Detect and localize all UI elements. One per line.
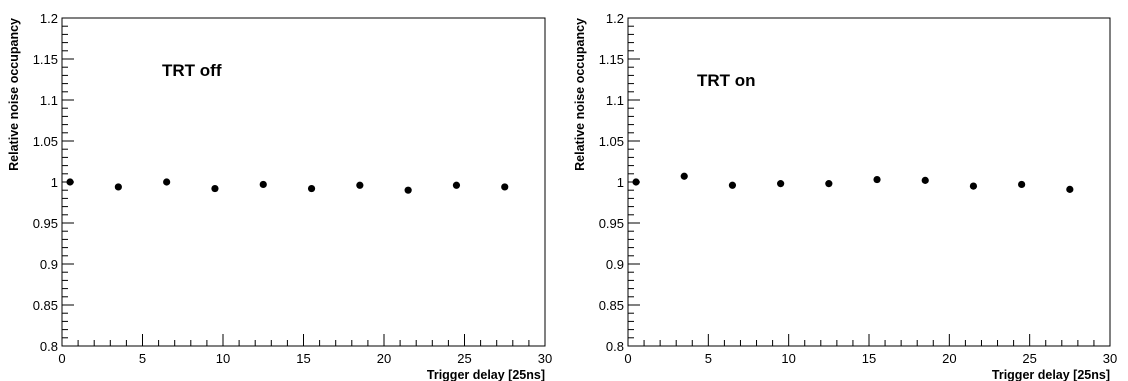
y-tick-label: 1.2 (606, 11, 624, 26)
y-tick-label: 1 (51, 175, 58, 190)
data-point (307, 184, 316, 193)
data-point (114, 183, 122, 191)
plot-frame (61, 17, 546, 347)
y-axis-title: Relative noise occupancy (7, 18, 21, 171)
x-tick-label: 5 (139, 351, 146, 366)
y-tick-label: 0.85 (33, 298, 58, 313)
data-point (777, 180, 785, 188)
x-tick-label: 20 (942, 351, 956, 366)
data-point (211, 184, 219, 193)
x-tick-label: 15 (296, 351, 310, 366)
y-tick-label: 0.9 (606, 257, 624, 272)
data-point (632, 178, 640, 186)
x-axis-title: Trigger delay [25ns] (992, 368, 1110, 381)
data-point (921, 176, 929, 184)
data-point (501, 183, 509, 191)
y-tick-label: 1.15 (599, 52, 624, 67)
y-tick-label: 1.15 (33, 52, 58, 67)
panel-trt-off: 0 5 10 15 20 25 30 0.8 0.85 0.9 0.95 1 1.05 1.1 1.15 1.… (7, 11, 552, 381)
x-tick-label: 25 (457, 351, 471, 366)
y-tick-label: 0.8 (606, 339, 624, 354)
x-axis-title: Trigger delay [25ns] (427, 368, 545, 381)
x-tick-label: 5 (705, 351, 712, 366)
x-tick-label: 30 (1103, 351, 1117, 366)
data-point (452, 181, 461, 189)
data-point (1066, 185, 1074, 193)
x-tick-label: 20 (377, 351, 391, 366)
x-tick-label: 25 (1022, 351, 1036, 366)
x-tick-label: 30 (538, 351, 552, 366)
data-point (873, 175, 881, 184)
y-tick-label: 0.95 (33, 216, 58, 231)
x-tick-label: 15 (862, 351, 876, 366)
data-point (728, 181, 737, 189)
x-tick-label: 10 (216, 351, 230, 366)
panel-annotation: TRT on (697, 71, 756, 90)
data-point (680, 172, 688, 180)
y-tick-label: 1.1 (606, 93, 624, 108)
x-tick-label: 0 (58, 351, 65, 366)
data-point (259, 180, 267, 189)
x-tick-label: 10 (781, 351, 795, 366)
y-tick-label: 1.05 (33, 134, 58, 149)
x-tick-label: 0 (624, 351, 631, 366)
y-tick-label: 1.1 (40, 93, 58, 108)
y-tick-label: 1.2 (40, 11, 58, 26)
data-point (356, 181, 364, 189)
panel-trt-on: 0 5 10 15 20 25 30 0.8 0.85 0.9 0.95 1 1.05 1.1 1.15 1.… (573, 11, 1117, 381)
panel-annotation: TRT off (162, 61, 222, 80)
data-point (825, 180, 833, 188)
y-tick-label: 0.8 (40, 339, 58, 354)
y-axis-title: Relative noise occupancy (573, 18, 587, 171)
data-point (66, 178, 74, 186)
y-tick-label: 0.85 (599, 298, 624, 313)
data-point (404, 186, 412, 194)
y-tick-label: 0.9 (40, 257, 58, 272)
y-tick-label: 1.05 (599, 134, 624, 149)
y-tick-label: 1 (617, 175, 624, 190)
data-point (163, 178, 171, 186)
data-point (1018, 180, 1026, 189)
data-point (969, 182, 978, 190)
y-tick-label: 0.95 (599, 216, 624, 231)
plot-frame (627, 17, 1111, 347)
